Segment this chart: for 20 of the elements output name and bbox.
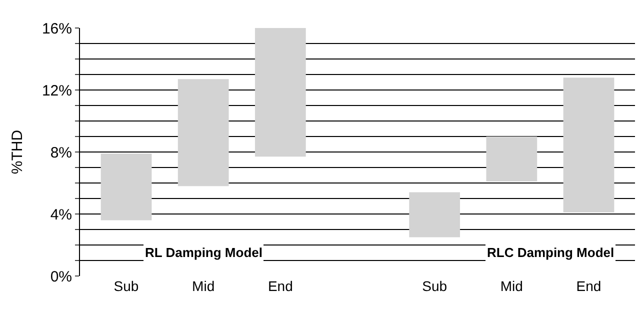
x-tick-label: End [268,278,293,294]
bar [486,136,538,182]
x-tick-label: End [576,278,602,294]
x-tick-label: Sub [422,278,448,294]
bar [409,192,460,238]
y-tick-label: 0% [50,268,72,286]
x-tick-label: Sub [114,278,139,294]
bar [178,79,229,186]
annotation: RL Damping Model [145,245,262,260]
y-axis-title: %THD [9,130,26,174]
x-tick-label: Mid [500,278,523,294]
y-tick-label: 8% [50,144,72,162]
x-tick-label: Mid [192,278,215,294]
y-tick-label: 16% [42,20,72,38]
bar [100,154,152,220]
bar [563,78,614,212]
y-tick-label: 12% [42,82,72,100]
y-tick-label: 4% [50,206,72,224]
annotation: RLC Damping Model [487,245,614,260]
bar [254,28,306,157]
